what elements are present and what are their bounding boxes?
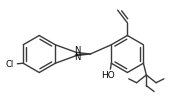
Text: Cl: Cl	[6, 60, 14, 69]
Text: N: N	[75, 53, 81, 62]
Text: HO: HO	[102, 71, 115, 80]
Text: N: N	[75, 46, 81, 55]
